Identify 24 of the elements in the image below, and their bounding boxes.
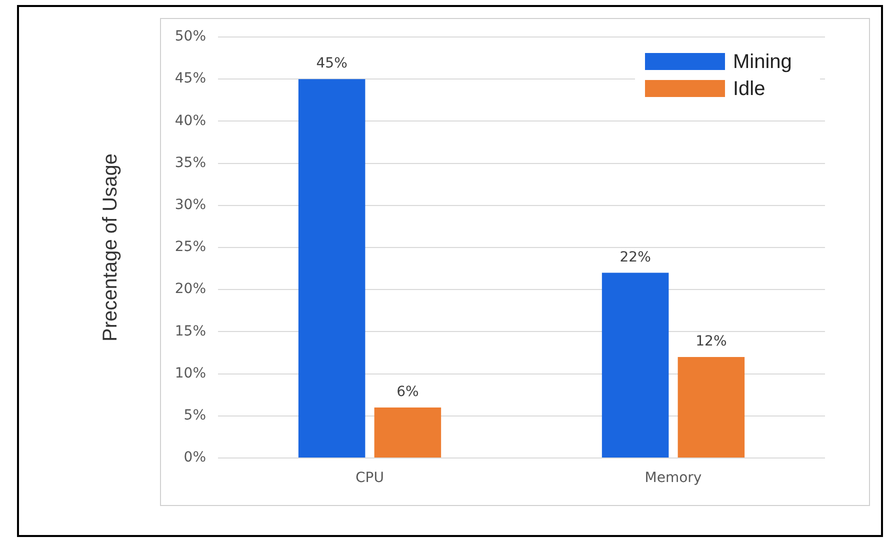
legend-label: Idle: [733, 78, 766, 100]
bar: [298, 79, 366, 458]
data-label: 45%: [316, 56, 348, 72]
y-tick-label: 20%: [174, 281, 206, 298]
y-tick-label: 30%: [174, 197, 206, 214]
y-tick-label: 45%: [174, 70, 206, 87]
y-tick-label: 15%: [174, 323, 206, 340]
y-axis-title: Precentage of Usage: [100, 154, 122, 342]
y-tick-label: 0%: [184, 450, 206, 466]
y-tick-label: 35%: [174, 154, 206, 171]
legend-label: Mining: [733, 51, 792, 74]
y-tick-label: 50%: [174, 28, 206, 45]
x-tick-label: Memory: [644, 470, 702, 486]
data-label: 6%: [396, 384, 419, 400]
data-label: 22%: [620, 249, 651, 266]
data-label: 12%: [696, 334, 727, 350]
bar: [374, 407, 442, 458]
y-tick-label: 40%: [174, 112, 206, 129]
bar: [602, 272, 669, 458]
y-tick-label: 10%: [174, 365, 206, 382]
y-tick-label: 25%: [174, 239, 206, 256]
bar: [678, 356, 745, 458]
x-tick-label: CPU: [356, 470, 384, 486]
y-tick-label: 5%: [184, 408, 206, 424]
